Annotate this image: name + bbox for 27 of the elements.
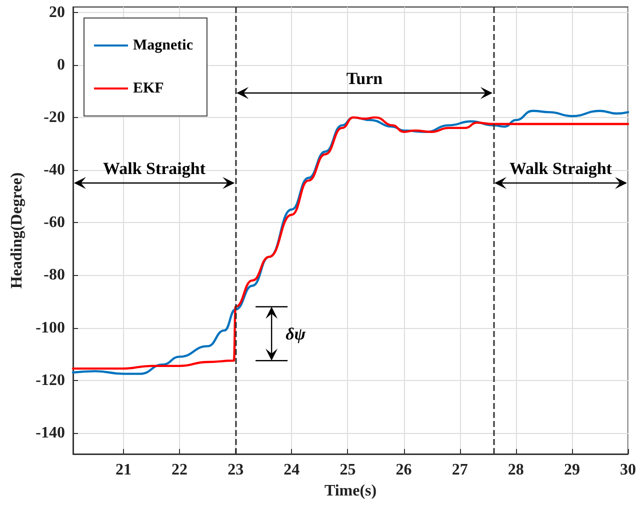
y-tick-label: 0 — [57, 56, 65, 74]
x-tick-label: 25 — [340, 462, 356, 478]
y-tick-label: -40 — [44, 162, 65, 179]
y-tick-label: -20 — [44, 108, 65, 126]
legend-label: EKF — [133, 80, 164, 96]
annotation: Walk Straight — [103, 159, 206, 178]
x-tick-label: 22 — [172, 462, 188, 478]
x-tick-label: 30 — [620, 462, 636, 478]
y-tick-label: -80 — [44, 266, 65, 284]
x-tick-label: 21 — [115, 462, 132, 478]
y-tick-label: 20 — [49, 4, 65, 21]
y-tick-label: -140 — [36, 424, 65, 442]
y-tick-label: -100 — [36, 319, 65, 336]
x-tick-label: 27 — [452, 462, 468, 478]
y-axis-title: Heading(Degree) — [8, 172, 26, 289]
annotation: Turn — [346, 69, 384, 88]
y-tick-label: -120 — [36, 372, 65, 389]
x-tick-label: 23 — [228, 462, 244, 478]
annotation: δψ — [286, 324, 306, 344]
x-axis-title: Time(s) — [324, 482, 377, 500]
legend-label: Magnetic — [133, 38, 194, 54]
annotation: Walk Straight — [509, 159, 612, 178]
x-tick-label: 26 — [396, 462, 412, 478]
x-tick-label: 28 — [508, 462, 524, 478]
y-tick-label: -60 — [44, 214, 65, 232]
x-tick-label: 24 — [284, 462, 300, 478]
x-tick-label: 29 — [564, 462, 580, 478]
